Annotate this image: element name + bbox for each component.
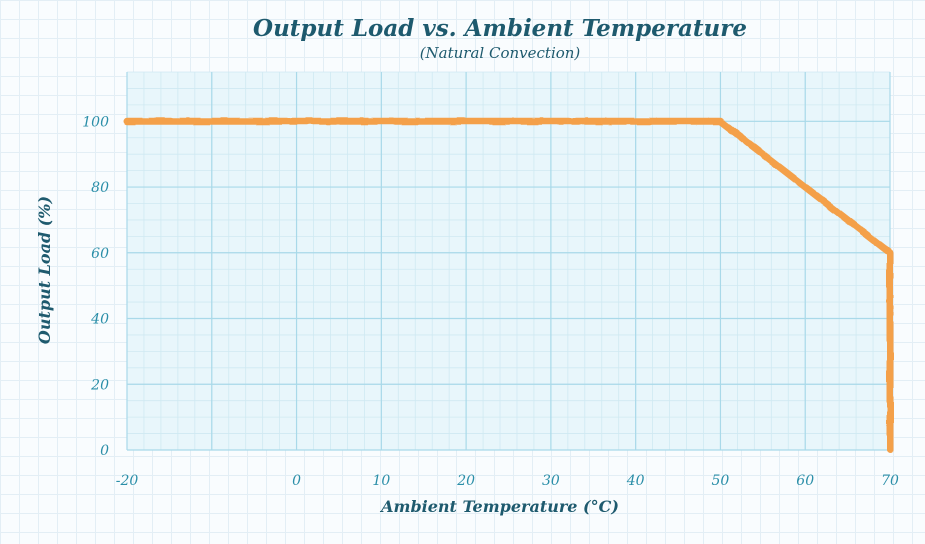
y-tick-label: 60 (91, 246, 109, 262)
x-tick-label: 70 (881, 473, 899, 489)
x-tick-label: 60 (796, 473, 814, 489)
y-tick-label: 100 (82, 114, 109, 130)
y-axis-label: Output Load (%) (35, 196, 54, 344)
y-tick-label: 80 (91, 180, 109, 196)
x-tick-label: 20 (456, 473, 475, 489)
y-tick-label: 40 (90, 312, 109, 328)
y-tick-label: 20 (90, 377, 109, 393)
x-tick-label: -20 (116, 473, 139, 489)
x-axis-label: Ambient Temperature (°C) (379, 497, 619, 516)
x-tick-label: 40 (626, 473, 645, 489)
chart-title: Output Load vs. Ambient Temperature (253, 15, 747, 42)
x-tick-label: 10 (372, 473, 390, 489)
x-tick-label: 30 (542, 473, 560, 489)
plot-area (127, 72, 890, 450)
chart-subtitle: (Natural Convection) (420, 44, 581, 62)
y-tick-label: 0 (100, 443, 109, 459)
x-tick-label: 50 (712, 473, 730, 489)
x-tick-label: 0 (292, 473, 301, 489)
series-line-0 (123, 117, 894, 454)
